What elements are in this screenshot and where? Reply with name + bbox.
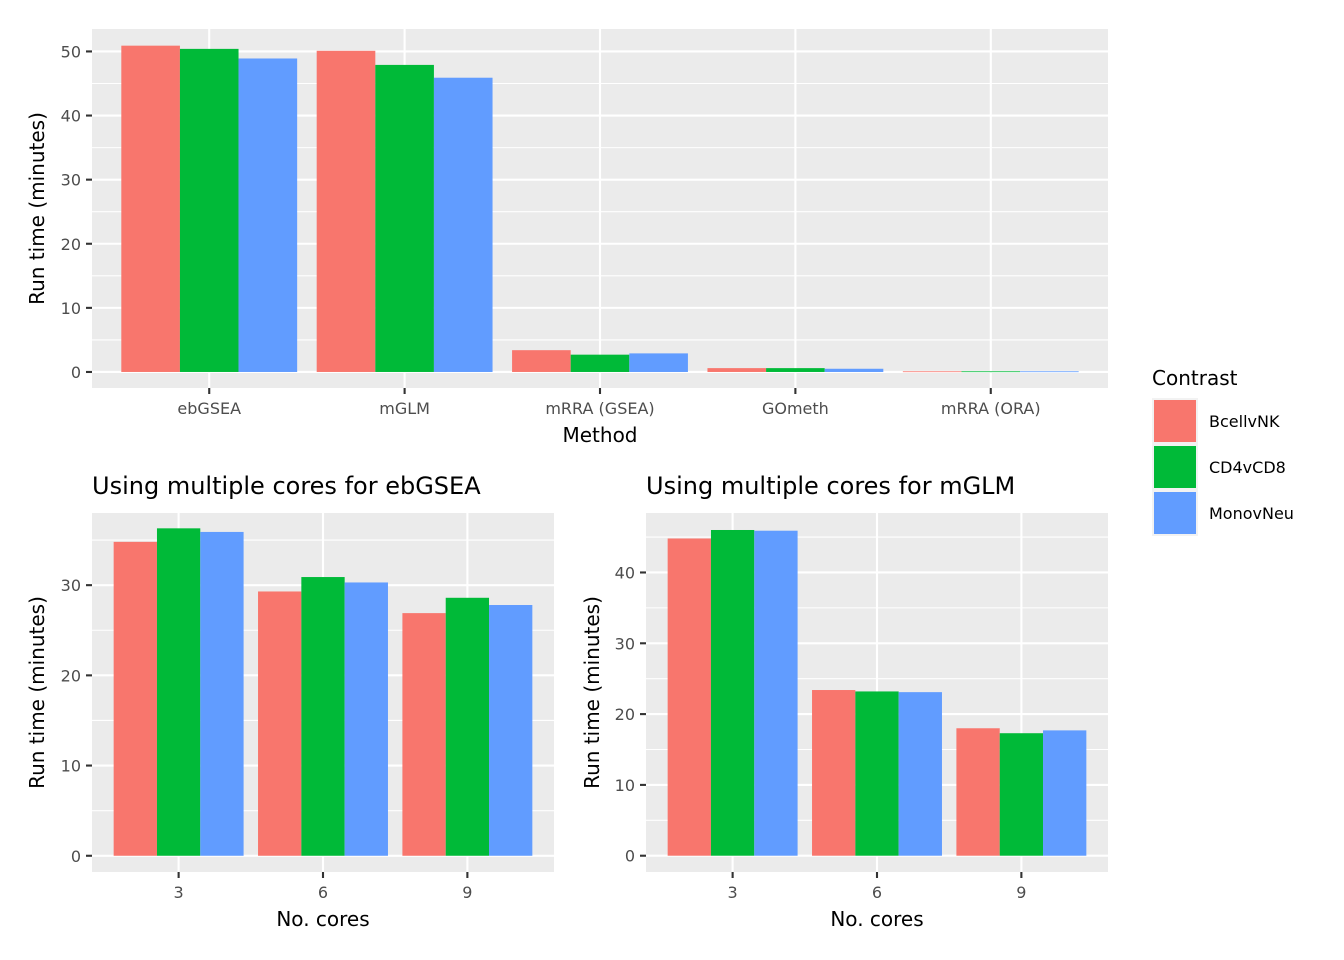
x-tick-label: 3 [728, 883, 738, 902]
bar-bcellvnk-ebgsea [121, 45, 180, 372]
bar-monovneu-6 [344, 582, 388, 856]
y-tick-label: 10 [615, 776, 635, 795]
legend-title: Contrast [1152, 366, 1238, 390]
bar-cd4vcd8-gometh [766, 368, 825, 372]
y-tick-label: 40 [615, 563, 635, 582]
bar-bcellvnk-mglm [316, 50, 376, 372]
y-tick-label: 10 [61, 757, 81, 776]
bar-cd4vcd8-9 [999, 733, 1044, 856]
x-tick-label: 3 [174, 883, 184, 902]
bar-monovneu-9 [489, 605, 533, 856]
y-tick-label: 20 [615, 705, 635, 724]
bar-monovneu-3 [200, 531, 244, 856]
y-tick-label: 10 [61, 299, 81, 318]
bar-bcellvnk-9 [956, 728, 1000, 856]
chart-panel-ebgsea-cores: 0 10 20 30 3 6 9 No. cores Run time (minutes) Usi… [25, 472, 554, 931]
y-tick-label: 30 [61, 576, 81, 595]
x-tick-label: 6 [318, 883, 328, 902]
y-axis-title: Run time (minutes) [25, 596, 49, 789]
x-tick-label: 9 [462, 883, 472, 902]
bar-bcellvnk-6 [258, 591, 302, 856]
bar-cd4vcd8-mglm [375, 64, 434, 372]
y-tick-label: 30 [615, 634, 635, 653]
bar-cd4vcd8-6 [301, 577, 345, 856]
chart-title: Using multiple cores for ebGSEA [92, 472, 481, 500]
y-axis-title: Run time (minutes) [25, 112, 49, 305]
chart-panel-mglm-cores: 0 10 20 30 40 3 6 9 No. cores Run time (minutes) U… [580, 472, 1108, 931]
x-tick-label: mRRA (GSEA) [545, 399, 654, 418]
bar-cd4vcd8-6 [855, 691, 899, 856]
legend-swatch-monovneu [1154, 492, 1196, 534]
bar-cd4vcd8-mrra-gsea [570, 354, 630, 372]
y-tick-label: 20 [61, 666, 81, 685]
y-tick-label: 30 [61, 171, 81, 190]
y-tick-label: 40 [61, 107, 81, 126]
bar-bcellvnk-9 [402, 613, 446, 856]
bar-bcellvnk-mrra-ora [902, 371, 962, 373]
y-axis-title: Run time (minutes) [580, 596, 604, 789]
bar-cd4vcd8-ebgsea [179, 48, 239, 372]
bar-cd4vcd8-3 [156, 528, 201, 856]
y-tick-label: 50 [61, 42, 81, 61]
bar-monovneu-mglm [433, 77, 493, 372]
bar-monovneu-9 [1043, 730, 1087, 856]
bar-bcellvnk-3 [667, 538, 711, 856]
bar-monovneu-gometh [824, 368, 884, 372]
bar-bcellvnk-6 [812, 690, 856, 856]
legend-label-bcellvnk: BcellvNK [1209, 412, 1280, 431]
x-tick-label: mRRA (ORA) [941, 399, 1041, 418]
x-tick-label: GOmeth [762, 399, 829, 418]
bar-cd4vcd8-mrra-ora [961, 371, 1021, 373]
x-tick-label: 6 [872, 883, 882, 902]
bar-monovneu-mrra-ora [1020, 371, 1079, 373]
legend-label-cd4vcd8: CD4vCD8 [1209, 458, 1286, 477]
legend-label-monovneu: MonovNeu [1209, 504, 1294, 523]
bar-monovneu-6 [898, 692, 942, 856]
x-tick-label: ebGSEA [177, 399, 241, 418]
x-tick-label: 9 [1016, 883, 1026, 902]
x-axis-title: No. cores [276, 907, 369, 931]
y-tick-label: 0 [71, 363, 81, 382]
legend-swatch-cd4vcd8 [1154, 446, 1196, 488]
bar-cd4vcd8-9 [445, 597, 490, 856]
bar-cd4vcd8-3 [710, 529, 755, 856]
x-tick-label: mGLM [379, 399, 430, 418]
chart-panel-method-runtime: 0 10 20 30 40 50 ebGSEA mGLM mRRA (GSEA) GOmeth mR… [25, 29, 1108, 447]
bar-monovneu-mrra-gsea [629, 353, 688, 372]
x-axis-title: Method [562, 423, 637, 447]
bar-bcellvnk-3 [113, 541, 157, 856]
x-axis-title: No. cores [830, 907, 923, 931]
y-tick-label: 0 [625, 847, 635, 866]
legend: Contrast BcellvNK CD4vCD8 MonovNeu [1152, 366, 1294, 536]
bar-bcellvnk-mrra-gsea [512, 350, 571, 372]
chart-title: Using multiple cores for mGLM [646, 472, 1015, 500]
bar-bcellvnk-gometh [707, 368, 767, 372]
bar-monovneu-ebgsea [238, 58, 298, 372]
y-tick-label: 0 [71, 847, 81, 866]
bar-monovneu-3 [754, 530, 798, 856]
y-tick-label: 20 [61, 235, 81, 254]
legend-swatch-bcellvnk [1154, 400, 1196, 442]
